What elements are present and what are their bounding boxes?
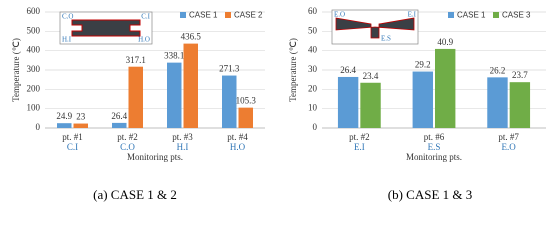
legend-swatch bbox=[225, 12, 231, 18]
bar bbox=[73, 123, 88, 128]
inset-label: E.O bbox=[334, 11, 345, 19]
x-tick-label: pt. #2 bbox=[349, 132, 370, 142]
y-tick-label: 600 bbox=[27, 6, 41, 16]
legend-swatch bbox=[448, 12, 454, 18]
y-tick-label: 30 bbox=[308, 64, 318, 74]
y-tick-label: 100 bbox=[27, 103, 41, 113]
bar bbox=[128, 66, 143, 128]
bar bbox=[112, 122, 127, 128]
bar bbox=[435, 48, 456, 128]
bar bbox=[183, 43, 198, 128]
bar bbox=[238, 107, 253, 128]
x-sublabel: E.O bbox=[502, 142, 517, 152]
inset-label: C.I bbox=[141, 13, 150, 21]
value-label: 338.1 bbox=[164, 51, 184, 61]
y-tick-label: 50 bbox=[308, 25, 318, 35]
value-label: 23.4 bbox=[363, 71, 379, 81]
y-axis-title: Temperature (℃) bbox=[288, 38, 298, 102]
caption: (a) CASE 1 & 2 bbox=[93, 187, 177, 202]
bar bbox=[360, 82, 381, 128]
legend-label: CASE 1 bbox=[457, 11, 486, 20]
y-tick-label: 300 bbox=[27, 64, 41, 74]
bar bbox=[57, 123, 72, 128]
value-label: 271.3 bbox=[219, 64, 240, 74]
x-tick-label: pt. #1 bbox=[62, 132, 83, 142]
caption: (b) CASE 1 & 3 bbox=[388, 187, 473, 202]
x-sublabel: H.O bbox=[230, 142, 246, 152]
y-tick-label: 10 bbox=[308, 103, 318, 113]
legend-label: CASE 3 bbox=[502, 11, 531, 20]
x-sublabel: C.I bbox=[67, 142, 78, 152]
value-label: 26.4 bbox=[111, 111, 127, 121]
x-tick-label: pt. #4 bbox=[227, 132, 248, 142]
bar bbox=[487, 77, 508, 128]
inset-label: E.I bbox=[408, 11, 417, 19]
y-tick-label: 60 bbox=[308, 6, 318, 16]
value-label: 29.2 bbox=[415, 60, 431, 70]
y-tick-label: 200 bbox=[27, 83, 41, 93]
legend-label: CASE 2 bbox=[234, 11, 263, 20]
value-label: 26.4 bbox=[340, 65, 356, 75]
y-tick-label: 0 bbox=[36, 122, 41, 132]
value-label: 24.9 bbox=[56, 111, 72, 121]
legend-swatch bbox=[180, 12, 186, 18]
x-sublabel: C.O bbox=[120, 142, 135, 152]
value-label: 40.9 bbox=[437, 37, 453, 47]
bar bbox=[509, 82, 531, 128]
inset-label: H.O bbox=[138, 36, 150, 44]
x-sublabel: E.S bbox=[428, 142, 441, 152]
value-label: 317.1 bbox=[126, 55, 146, 65]
x-axis-title: Monitoring pts. bbox=[127, 152, 183, 162]
y-tick-label: 40 bbox=[308, 45, 318, 55]
x-tick-label: pt. #3 bbox=[172, 132, 193, 142]
y-axis-title: Temperature (℃) bbox=[11, 38, 21, 102]
inset-shape bbox=[335, 17, 415, 39]
x-axis-title: Monitoring pts. bbox=[406, 152, 462, 162]
bar bbox=[412, 71, 433, 128]
x-tick-label: pt. #2 bbox=[117, 132, 138, 142]
bar bbox=[167, 62, 182, 128]
y-tick-label: 400 bbox=[27, 45, 41, 55]
legend-swatch bbox=[493, 12, 499, 18]
y-tick-label: 20 bbox=[308, 83, 318, 93]
x-sublabel: H.I bbox=[177, 142, 189, 152]
inset-shape bbox=[71, 19, 141, 37]
x-tick-label: pt. #6 bbox=[424, 132, 445, 142]
value-label: 436.5 bbox=[181, 32, 202, 42]
bar bbox=[337, 76, 359, 128]
value-label: 26.2 bbox=[490, 65, 506, 75]
value-label: 23.7 bbox=[512, 70, 528, 80]
y-tick-label: 500 bbox=[27, 25, 41, 35]
inset-label: H.I bbox=[62, 36, 72, 44]
value-label: 23 bbox=[76, 112, 86, 122]
inset-label: E.S bbox=[381, 35, 391, 43]
legend-label: CASE 1 bbox=[189, 11, 218, 20]
x-tick-label: pt. #7 bbox=[498, 132, 519, 142]
bar bbox=[222, 75, 237, 128]
x-sublabel: E.I bbox=[354, 142, 365, 152]
inset-label: C.O bbox=[62, 13, 73, 21]
value-label: 105.3 bbox=[236, 96, 257, 106]
y-tick-label: 0 bbox=[313, 122, 318, 132]
